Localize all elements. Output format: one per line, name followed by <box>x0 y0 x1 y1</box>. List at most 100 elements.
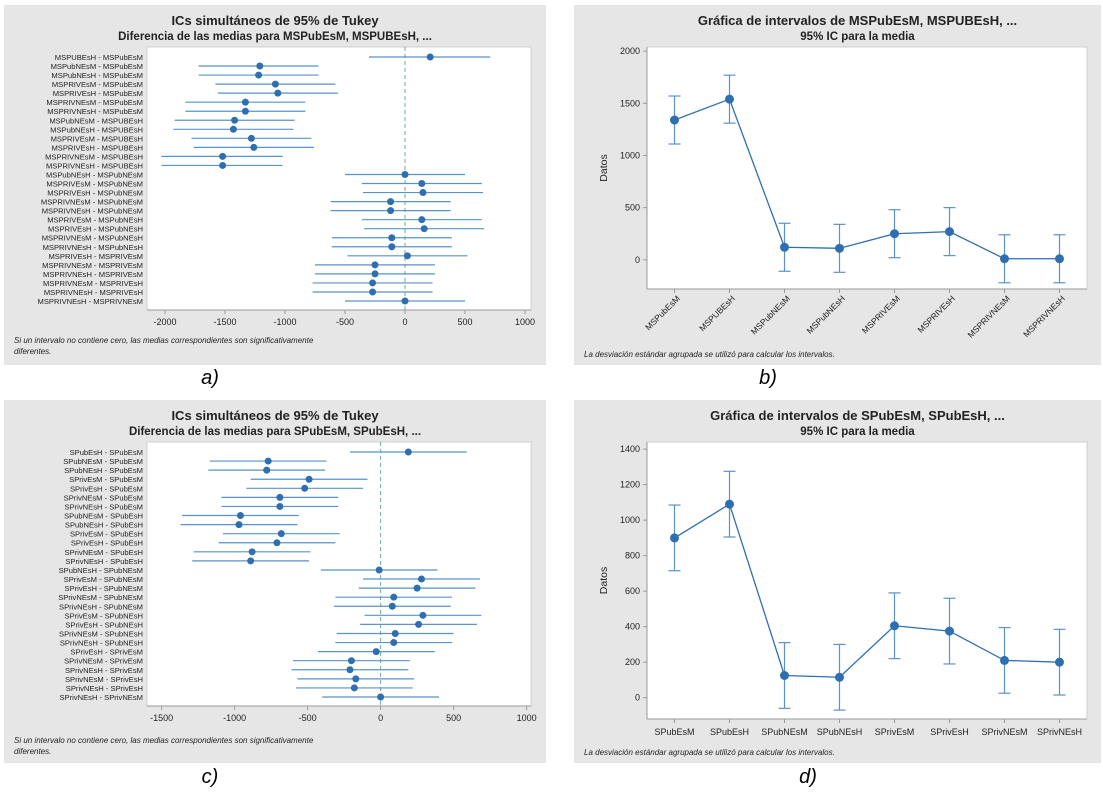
comparison-label: MSPubNEsH - MSPUBEsH <box>50 125 143 134</box>
y-axis-label: Datos <box>598 567 610 594</box>
mean-point <box>945 626 954 636</box>
footnote-line-2: diferentes. <box>14 347 51 356</box>
x-tick-label: -500 <box>299 713 317 723</box>
caption-c: c) <box>201 766 219 788</box>
mean-difference-point <box>404 448 412 456</box>
mean-difference-point <box>391 629 399 637</box>
chart-subtitle: 95% IC para la media <box>800 426 915 438</box>
mean-point <box>1000 254 1009 264</box>
mean-difference-point <box>388 234 396 242</box>
y-tick-label: 1000 <box>620 150 640 160</box>
comparison-label: SPubNEsH - SPubEsH <box>65 521 143 530</box>
mean-difference-point <box>372 648 380 656</box>
mean-line <box>674 503 1060 678</box>
y-tick-label: 0 <box>635 255 640 265</box>
comparison-label: SPrivEsM - SPubNEsM <box>64 575 143 584</box>
comparison-label: SPubNEsM - SPubEsH <box>64 512 143 521</box>
comparison-label: SPrivNEsM - SPrivEsH <box>65 675 143 684</box>
y-tick-label: 0 <box>635 693 640 703</box>
x-tick-label: MSPRIVEsM <box>860 293 902 335</box>
mean-difference-point <box>301 484 309 492</box>
comparison-label: MSPubNEsH - MSPubEsM <box>51 71 143 80</box>
x-tick-label: 500 <box>446 713 461 723</box>
mean-difference-point <box>276 493 284 501</box>
mean-difference-point <box>388 243 396 251</box>
mean-point <box>1055 254 1064 264</box>
tukey-chart-svg-a: ICs simultáneos de 95% de Tukey Diferenci… <box>14 13 535 356</box>
mean-point <box>835 672 844 682</box>
comparison-label: SPrivEsH - SPubEsM <box>70 484 143 493</box>
mean-point <box>1055 657 1064 667</box>
comparison-label: MSPUBEsH - MSPubEsM <box>55 53 143 62</box>
comparison-label: MSPRIVNEsM - MSPubEsM <box>46 98 143 107</box>
mean-difference-point <box>377 693 385 701</box>
comparison-label: SPrivEsH - SPubNEsM <box>65 584 144 593</box>
mean-difference-point <box>276 502 284 510</box>
comparison-label: SPrivEsM - SPubNEsH <box>65 611 144 620</box>
comparison-label: SPrivEsM - SPubEsH <box>70 530 143 539</box>
chart-title: Gráfica de intervalos de SPubEsM, SPubEs… <box>710 408 1005 423</box>
x-tick-label: SPubNEsM <box>761 727 808 737</box>
mean-difference-point <box>419 189 427 197</box>
comparison-label: SPrivNEsM - SPubEsM <box>64 493 143 502</box>
comparison-label: SPubNEsH - SPubNEsM <box>59 566 143 575</box>
comparison-label: MSPRIVNEsH - MSPUBEsH <box>46 161 143 170</box>
mean-difference-point <box>401 297 409 305</box>
comparison-label: SPrivEsH - SPrivEsM <box>70 648 143 657</box>
comparison-label: MSPubNEsM - MSPubEsM <box>51 62 143 71</box>
mean-difference-point <box>401 170 409 178</box>
mean-difference-point <box>390 639 398 647</box>
x-tick-label: -1500 <box>150 713 173 723</box>
y-tick-label: 1500 <box>620 98 640 108</box>
comparison-label: SPrivNEsH - SPubNEsH <box>60 639 143 648</box>
mean-difference-point <box>426 53 434 61</box>
footnote-line-1: Si un intervalo no contiene cero, las me… <box>14 336 314 345</box>
mean-difference-point <box>250 143 258 151</box>
mean-point <box>835 243 844 253</box>
footnote: La desviación estándar agrupada se utili… <box>584 748 835 757</box>
mean-difference-point <box>273 539 281 547</box>
comparison-label: SPrivNEsH - SPubEsM <box>65 502 144 511</box>
chart-title: Gráfica de intervalos de MSPubEsM, MSPUB… <box>698 13 1017 28</box>
comparison-label: MSPRIVEsH - MSPRIVEsM <box>48 252 143 261</box>
caption-d: d) <box>799 766 817 788</box>
mean-point <box>1000 655 1009 665</box>
x-tick-label: -1000 <box>223 713 246 723</box>
mean-difference-point <box>420 225 428 233</box>
x-tick-label: MSPRIVNEsM <box>965 293 1011 339</box>
mean-difference-point <box>231 116 239 124</box>
chart-subtitle: 95% IC para la media <box>800 31 915 43</box>
comparison-label: MSPRIVNEsH - MSPRIVEsM <box>43 270 143 279</box>
comparison-label: MSPRIVNEsH - MSPubEsM <box>47 107 143 116</box>
plot-area <box>646 441 1088 720</box>
mean-difference-point <box>241 107 249 115</box>
comparison-label: MSPubNEsH - MSPubNEsM <box>46 170 143 179</box>
comparison-label: MSPRIVNEsM - MSPubNEsM <box>41 198 143 207</box>
mean-difference-point <box>247 557 255 565</box>
comparison-label: MSPRIVEsH - MSPubNEsH <box>48 225 143 234</box>
mean-difference-point <box>219 152 227 160</box>
comparison-label: MSPRIVEsH - MSPUBEsH <box>51 143 143 152</box>
x-tick-label: -1000 <box>273 317 296 327</box>
mean-difference-point <box>264 457 272 465</box>
mean-point <box>780 670 789 680</box>
mean-difference-point <box>417 575 425 583</box>
chart-subtitle: Diferencia de las medias para SPubEsM, S… <box>129 426 421 438</box>
mean-difference-point <box>263 466 271 474</box>
chart-title: ICs simultáneos de 95% de Tukey <box>171 13 379 28</box>
mean-difference-point <box>241 98 249 106</box>
mean-point <box>670 115 679 125</box>
x-tick-label: SPrivEsH <box>930 727 969 737</box>
footnote: La desviación estándar agrupada se utili… <box>584 350 835 359</box>
comparison-label: MSPRIVNEsM - MSPRIVEsM <box>42 261 143 270</box>
mean-point <box>890 621 899 631</box>
mean-difference-point <box>350 684 358 692</box>
mean-difference-point <box>419 611 427 619</box>
comparison-label: MSPRIVNEsM - MSPRIVEsH <box>43 279 143 288</box>
x-tick-label: SPrivNEsH <box>1037 727 1082 737</box>
comparison-label: SPrivNEsM - SPubNEsM <box>58 593 143 602</box>
mean-difference-point <box>390 593 398 601</box>
x-tick-label: SPrivNEsM <box>981 727 1027 737</box>
comparison-label: SPubEsH - SPubEsM <box>70 448 143 457</box>
comparison-label: SPrivNEsH - SPrivEsM <box>65 666 143 675</box>
